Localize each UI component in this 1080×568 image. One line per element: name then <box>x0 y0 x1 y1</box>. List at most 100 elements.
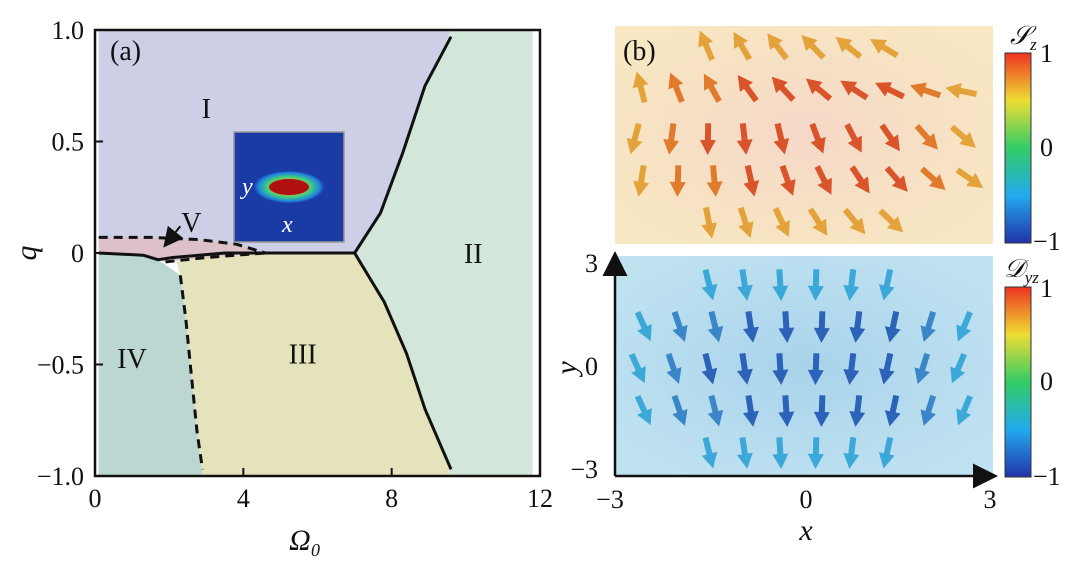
dyz-arrow-7 <box>707 310 724 343</box>
sz-arrow-17 <box>771 76 796 102</box>
dyz-arrow-6 <box>701 268 718 301</box>
dyz-arrow-20 <box>772 437 789 469</box>
colorbar-sz-tick-max: 1 <box>1040 39 1053 68</box>
sz-arrow-31 <box>870 39 899 59</box>
dyz-arrow-19 <box>778 395 795 427</box>
phase-regions <box>98 30 533 476</box>
y-tick-b-0: 3 <box>585 249 598 278</box>
dyz-arrow-0 <box>634 311 652 342</box>
sz-arrow-0 <box>632 71 649 104</box>
sz-arrow-25 <box>807 207 828 236</box>
x-axis-label-b: x <box>798 514 813 547</box>
sz-arrow-34 <box>884 165 908 192</box>
dyz-arrow-25 <box>807 437 824 469</box>
dyz-arrow-8 <box>701 352 718 385</box>
sz-field-background <box>615 26 993 244</box>
dyz-arrow-12 <box>743 310 759 343</box>
dyz-arrow-16 <box>772 269 789 301</box>
colorbar-sz-tick-mid: 0 <box>1040 133 1053 162</box>
region-label-ii: II <box>464 239 483 270</box>
dyz-arrow-17 <box>778 311 795 343</box>
boundary-4 <box>165 251 266 264</box>
boundary-5 <box>178 275 204 470</box>
dyz-field-background <box>615 256 993 476</box>
dyz-arrow-40 <box>950 352 967 384</box>
dyz-arrow-39 <box>956 310 973 342</box>
sz-arrow-21 <box>801 34 826 60</box>
sz-arrow-4 <box>663 122 680 155</box>
panel-b-label: (b) <box>623 36 656 67</box>
region-v-arrow <box>163 225 184 248</box>
colorbar-sz-label: 𝒮z <box>1010 21 1037 54</box>
y-tick-a-3: −0.5 <box>37 351 84 380</box>
sz-arrow-6 <box>698 30 715 62</box>
sz-arrow-7 <box>703 73 722 103</box>
sz-arrow-35 <box>878 208 904 233</box>
panel-a-label: (a) <box>110 36 141 67</box>
dyz-arrow-33 <box>878 352 895 385</box>
colorbar-dyz-label: 𝒟yz <box>1004 254 1039 287</box>
dyz-arrow-11 <box>737 268 753 301</box>
dyz-arrow-41 <box>956 394 973 426</box>
sz-arrow-27 <box>840 80 869 101</box>
dyz-arrow-26 <box>843 269 860 301</box>
dyz-arrow-27 <box>849 311 866 343</box>
sz-arrow-28 <box>844 123 862 153</box>
vector-field-panel-b: (b) −3 0 3 3 0 −3 x y 𝒮z 1 0 −1 𝒟yz 1 0 … <box>550 21 1061 547</box>
dyz-arrow-4 <box>665 352 682 384</box>
dyz-arrow-35 <box>878 436 895 469</box>
dyz-arrow-2 <box>634 395 652 426</box>
dyz-arrow-3 <box>671 310 688 342</box>
dyz-arrow-38 <box>920 394 937 427</box>
sz-arrow-30 <box>842 207 866 235</box>
dyz-arrow-29 <box>849 395 866 427</box>
sz-arrow-field <box>626 30 984 239</box>
dyz-arrow-10 <box>701 436 718 469</box>
dyz-arrow-field <box>628 268 973 469</box>
sz-arrow-15 <box>737 206 754 238</box>
dyz-arrow-24 <box>813 395 830 427</box>
x-tick-b-2: 3 <box>984 485 997 514</box>
sz-arrow-14 <box>743 164 760 197</box>
y-tick-b-1: 0 <box>585 352 598 381</box>
x-tick-a-3: 12 <box>527 484 553 513</box>
sz-arrow-24 <box>814 165 832 195</box>
dyz-arrow-31 <box>878 268 895 301</box>
boundary-3 <box>98 235 267 255</box>
dyz-arrow-15 <box>737 436 753 469</box>
dyz-arrow-13 <box>737 352 753 385</box>
boundary-2 <box>353 252 453 470</box>
sz-arrow-29 <box>849 165 870 194</box>
sz-arrow-23 <box>809 122 826 154</box>
region-label-v: V <box>181 208 201 239</box>
y-tick-a-1: 0.5 <box>52 128 85 157</box>
sz-arrow-39 <box>945 82 978 99</box>
dyz-arrow-28 <box>843 353 860 385</box>
sz-arrow-37 <box>914 124 938 150</box>
sz-arrow-5 <box>669 165 686 197</box>
region-iv <box>98 253 203 476</box>
dyz-arrow-23 <box>807 353 824 385</box>
y-tick-a-2: 0 <box>71 239 84 268</box>
region-ii <box>354 30 533 476</box>
y-tick-a-0: 1.0 <box>52 16 85 45</box>
sz-arrow-2 <box>633 164 649 197</box>
sz-arrow-36 <box>910 82 942 99</box>
sz-arrow-32 <box>875 82 905 100</box>
x-tick-a-2: 8 <box>385 484 398 513</box>
colorbar-dyz-tick-max: 1 <box>1040 274 1053 303</box>
sz-arrow-38 <box>920 166 946 191</box>
dyz-arrow-9 <box>707 394 724 427</box>
sz-arrow-12 <box>737 75 759 103</box>
dyz-arrow-1 <box>628 353 646 384</box>
dyz-arrow-37 <box>914 352 931 385</box>
axis-ticks-a: 0 4 8 12 1.0 0.5 0 −0.5 −1.0 <box>37 16 553 513</box>
region-label-iii: III <box>289 339 317 370</box>
dyz-arrow-32 <box>884 310 901 343</box>
colorbar-dyz: 𝒟yz 1 0 −1 <box>1004 254 1061 491</box>
region-label-i: I <box>202 94 211 125</box>
sz-arrow-18 <box>773 122 790 155</box>
sz-arrow-9 <box>706 165 723 197</box>
dyz-arrow-22 <box>813 311 830 343</box>
